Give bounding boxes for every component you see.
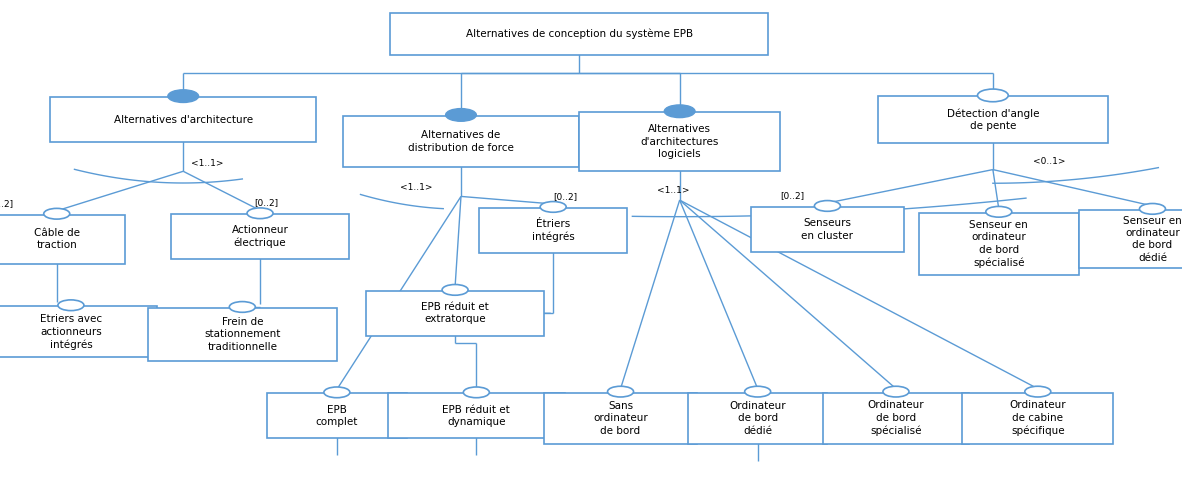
Text: Ordinateur
de bord
dédié: Ordinateur de bord dédié xyxy=(729,401,786,436)
Text: Étriers
intégrés: Étriers intégrés xyxy=(532,219,574,242)
FancyBboxPatch shape xyxy=(50,97,317,142)
Circle shape xyxy=(324,387,350,398)
Text: Senseurs
en cluster: Senseurs en cluster xyxy=(801,218,853,241)
Text: <1..1>: <1..1> xyxy=(400,183,433,192)
Text: EPB réduit et
dynamique: EPB réduit et dynamique xyxy=(442,405,511,427)
Circle shape xyxy=(463,387,489,398)
FancyBboxPatch shape xyxy=(920,213,1078,275)
Text: <0..1>: <0..1> xyxy=(1033,157,1066,166)
Circle shape xyxy=(442,285,468,295)
Circle shape xyxy=(814,201,840,211)
Circle shape xyxy=(978,89,1008,102)
Text: Alternatives
d'architectures
logiciels: Alternatives d'architectures logiciels xyxy=(641,124,719,159)
Text: Frein de
stationnement
traditionnelle: Frein de stationnement traditionnelle xyxy=(204,317,280,352)
Circle shape xyxy=(168,90,199,102)
Circle shape xyxy=(229,302,255,312)
FancyBboxPatch shape xyxy=(823,392,969,444)
Circle shape xyxy=(883,386,909,397)
Text: EPB réduit et
extratorque: EPB réduit et extratorque xyxy=(421,302,489,325)
FancyBboxPatch shape xyxy=(962,392,1113,444)
FancyBboxPatch shape xyxy=(1078,210,1182,268)
Circle shape xyxy=(608,386,634,397)
Circle shape xyxy=(446,108,476,122)
Circle shape xyxy=(745,386,771,397)
FancyBboxPatch shape xyxy=(0,306,156,357)
Circle shape xyxy=(1139,203,1165,214)
Text: Actionneur
électrique: Actionneur électrique xyxy=(232,225,288,248)
FancyBboxPatch shape xyxy=(480,208,626,253)
Circle shape xyxy=(664,105,695,118)
Text: [0..2]: [0..2] xyxy=(254,199,278,207)
Text: Senseur en
ordinateur
de bord
dédié: Senseur en ordinateur de bord dédié xyxy=(1123,216,1182,263)
Text: [0..2]: [0..2] xyxy=(780,191,804,200)
FancyBboxPatch shape xyxy=(343,116,579,167)
Text: Alternatives d'architecture: Alternatives d'architecture xyxy=(113,115,253,124)
Text: Ordinateur
de bord
spécialisé: Ordinateur de bord spécialisé xyxy=(868,401,924,436)
Circle shape xyxy=(247,208,273,219)
Text: Ordinateur
de cabine
spécifique: Ordinateur de cabine spécifique xyxy=(1009,401,1066,436)
FancyBboxPatch shape xyxy=(544,392,697,444)
FancyBboxPatch shape xyxy=(390,13,768,55)
FancyBboxPatch shape xyxy=(171,214,349,259)
Circle shape xyxy=(44,208,70,219)
Text: [0..2]: [0..2] xyxy=(553,192,577,201)
Text: Sans
ordinateur
de bord: Sans ordinateur de bord xyxy=(593,401,648,436)
Text: Câble de
traction: Câble de traction xyxy=(34,228,79,250)
Text: EPB
complet: EPB complet xyxy=(316,405,358,427)
Circle shape xyxy=(58,300,84,310)
Circle shape xyxy=(986,206,1012,217)
FancyBboxPatch shape xyxy=(366,291,544,336)
Text: Alternatives de
distribution de force: Alternatives de distribution de force xyxy=(408,130,514,153)
Text: <1..1>: <1..1> xyxy=(190,159,223,168)
Text: Senseur en
ordinateur
de bord
spécialisé: Senseur en ordinateur de bord spécialisé xyxy=(969,220,1028,268)
Text: Alternatives de conception du système EPB: Alternatives de conception du système EP… xyxy=(466,29,693,40)
Circle shape xyxy=(1025,386,1051,397)
FancyBboxPatch shape xyxy=(388,393,565,438)
FancyBboxPatch shape xyxy=(579,112,780,171)
FancyBboxPatch shape xyxy=(267,393,407,438)
FancyBboxPatch shape xyxy=(751,207,904,252)
FancyBboxPatch shape xyxy=(148,308,337,361)
Text: Détection d'angle
de pente: Détection d'angle de pente xyxy=(947,108,1039,131)
FancyBboxPatch shape xyxy=(877,96,1109,142)
Text: [0..2]: [0..2] xyxy=(0,199,13,208)
Text: Etriers avec
actionneurs
intégrés: Etriers avec actionneurs intégrés xyxy=(40,314,102,349)
Text: <1..1>: <1..1> xyxy=(657,186,690,195)
FancyBboxPatch shape xyxy=(0,215,125,264)
Circle shape xyxy=(540,202,566,212)
FancyBboxPatch shape xyxy=(688,392,827,444)
